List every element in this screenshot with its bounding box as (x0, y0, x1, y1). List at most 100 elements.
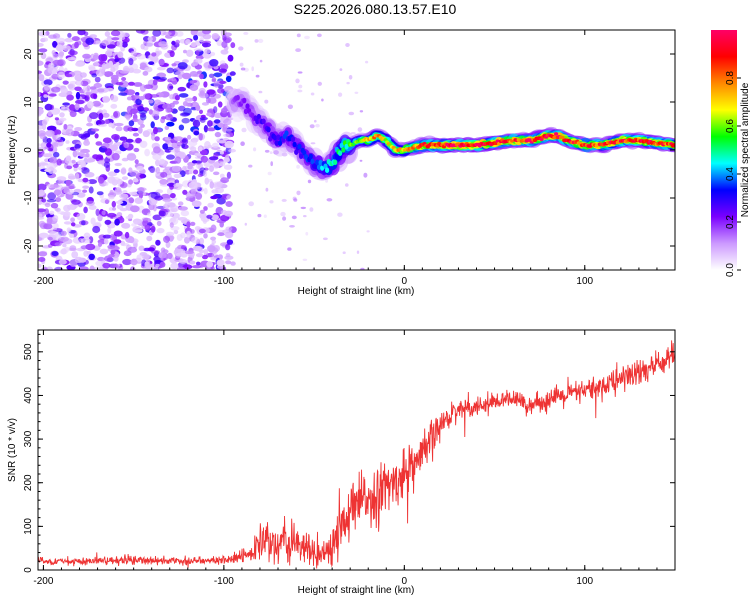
spectrogram-noise-cell (67, 32, 72, 38)
spectrogram-noise-cell (54, 266, 64, 270)
spectrogram-noise-cell (211, 189, 219, 194)
spectrogram-noise-cell (136, 254, 142, 261)
spectrogram-noise-cell (46, 142, 52, 148)
spectrogram-noise-cell (68, 50, 78, 56)
spectrogram-noise-cell (133, 147, 140, 153)
snr-plot: -200 -100 0 100 0 100 200 300 400 500 Height of … (7, 329, 676, 596)
spectrogram-noise-cell (39, 162, 49, 166)
spectrogram-noise-cell (223, 164, 233, 170)
spectrogram-noise-cell (55, 37, 66, 44)
spectrogram-noise-cell (79, 266, 89, 270)
spectrogram-noise-cell (221, 107, 228, 114)
spectrogram-noise-cell (129, 205, 140, 213)
spectrogram-noise-cell (173, 136, 184, 142)
spectrogram-noise-cell (187, 140, 198, 147)
spectrogram-noise-cell (193, 34, 199, 41)
spectrogram-noise-cell (45, 129, 55, 137)
spectrogram-noise-cell (127, 127, 135, 132)
spectrogram-noise-cell (86, 250, 91, 255)
spectrogram-noise-cell (269, 151, 273, 155)
spectrogram-noise-cell (181, 117, 190, 124)
spectrogram-noise-cell (206, 214, 213, 219)
spectrogram-noise-cell (138, 110, 148, 115)
spectrogram-noise-cell (357, 127, 363, 132)
spectrogram-ridge-cell (284, 130, 289, 136)
spectrogram-noise-cell (314, 119, 317, 123)
spectrogram-noise-cell (47, 236, 53, 241)
colorbar-tick-label: 0.8 (725, 71, 736, 85)
spectrogram-noise-cell (65, 140, 70, 144)
spectrogram-noise-cell (38, 263, 42, 268)
spectrogram-noise-cell (207, 202, 214, 208)
spectrogram-y-tick-label: -20 (23, 238, 34, 253)
spectrogram-noise-cell (159, 158, 165, 164)
spectrogram-noise-cell (97, 214, 103, 222)
spectrogram-noise-cell (223, 157, 231, 163)
spectrogram-noise-cell (75, 151, 80, 156)
spectrogram-noise-cell (187, 164, 193, 170)
spectrogram-noise-cell (97, 123, 107, 128)
spectrogram-noise-cell (144, 148, 151, 157)
spectrogram-noise-cell (309, 124, 315, 129)
spectrogram-noise-cell (289, 225, 295, 228)
colorbar: 0.0 0.2 0.4 0.6 0.8 Normalized spectral ampl… (711, 30, 750, 277)
spectrogram-noise-cell (304, 35, 310, 40)
spectrogram-noise-cell (354, 91, 359, 95)
snr-x-label: Height of straight line (km) (298, 585, 415, 596)
spectrogram-noise-cell (171, 40, 176, 46)
spectrogram-x-tick-label: 0 (402, 276, 408, 287)
spectrogram-ridge-cell (333, 159, 338, 166)
spectrogram-noise-cell (244, 222, 247, 226)
spectrogram-noise-cell (62, 102, 70, 106)
colorbar-tick-label: 0.0 (725, 263, 736, 277)
spectrogram-noise-cell (113, 111, 119, 118)
spectrogram-noise-cell (199, 116, 208, 121)
spectrogram-noise-cell (88, 186, 94, 194)
spectrogram-noise-cell (217, 101, 223, 108)
spectrogram-noise-cell (264, 99, 269, 104)
spectrogram-noise-cell (346, 81, 350, 85)
spectrogram-noise-cell (110, 30, 121, 37)
spectrogram-noise-cell (94, 221, 101, 226)
spectrogram-noise-cell (178, 124, 185, 131)
spectrogram-noise-cell (281, 198, 287, 202)
spectrogram-noise-cell (117, 51, 124, 59)
spectrogram-noise-cell (55, 44, 64, 52)
spectrogram-noise-cell (132, 218, 142, 225)
spectrogram-noise-cell (195, 253, 204, 258)
spectrogram-noise-cell (98, 113, 104, 121)
spectrogram-noise-cell (38, 200, 43, 205)
spectrogram-noise-cell (211, 78, 216, 83)
spectrogram-noise-cell (97, 160, 105, 165)
spectrogram-noise-cell (296, 164, 300, 169)
spectrogram-noise-cell (82, 189, 88, 193)
spectrogram-noise-cell (315, 123, 320, 128)
spectrogram-noise-cell (80, 245, 89, 250)
spectrogram-noise-cell (206, 261, 214, 268)
spectrogram-noise-cell (69, 233, 74, 238)
spectrogram-noise-cell (196, 261, 201, 266)
spectrogram-noise-cell (342, 251, 346, 254)
spectrogram-noise-cell (81, 220, 86, 226)
spectrogram-noise-cell (212, 161, 220, 169)
spectrogram-noise-cell (116, 212, 123, 217)
spectrogram-noise-cell (195, 104, 201, 111)
spectrogram-ridge-cell (274, 140, 279, 146)
spectrogram-noise-cell (103, 161, 111, 168)
spectrogram-noise-cell (160, 171, 168, 178)
spectrogram-noise-cell (169, 94, 175, 100)
spectrogram-noise-cell (43, 223, 53, 230)
spectrogram-noise-cell (108, 195, 115, 200)
spectrogram-noise-cell (170, 217, 177, 224)
spectrogram-noise-cell (203, 169, 208, 178)
spectrogram-noise-cell (158, 58, 165, 66)
spectrogram-noise-cell (209, 181, 215, 189)
spectrogram-noise-cell (86, 101, 94, 109)
spectrogram-noise-cell (182, 101, 189, 107)
spectrogram-noise-cell (238, 46, 244, 51)
spectrogram-noise-cell (92, 225, 101, 234)
spectrogram-noise-cell (104, 199, 110, 204)
spectrogram-noise-cell (88, 253, 95, 260)
spectrogram-noise-cell (226, 171, 231, 179)
spectrogram-noise-cell (207, 120, 213, 127)
